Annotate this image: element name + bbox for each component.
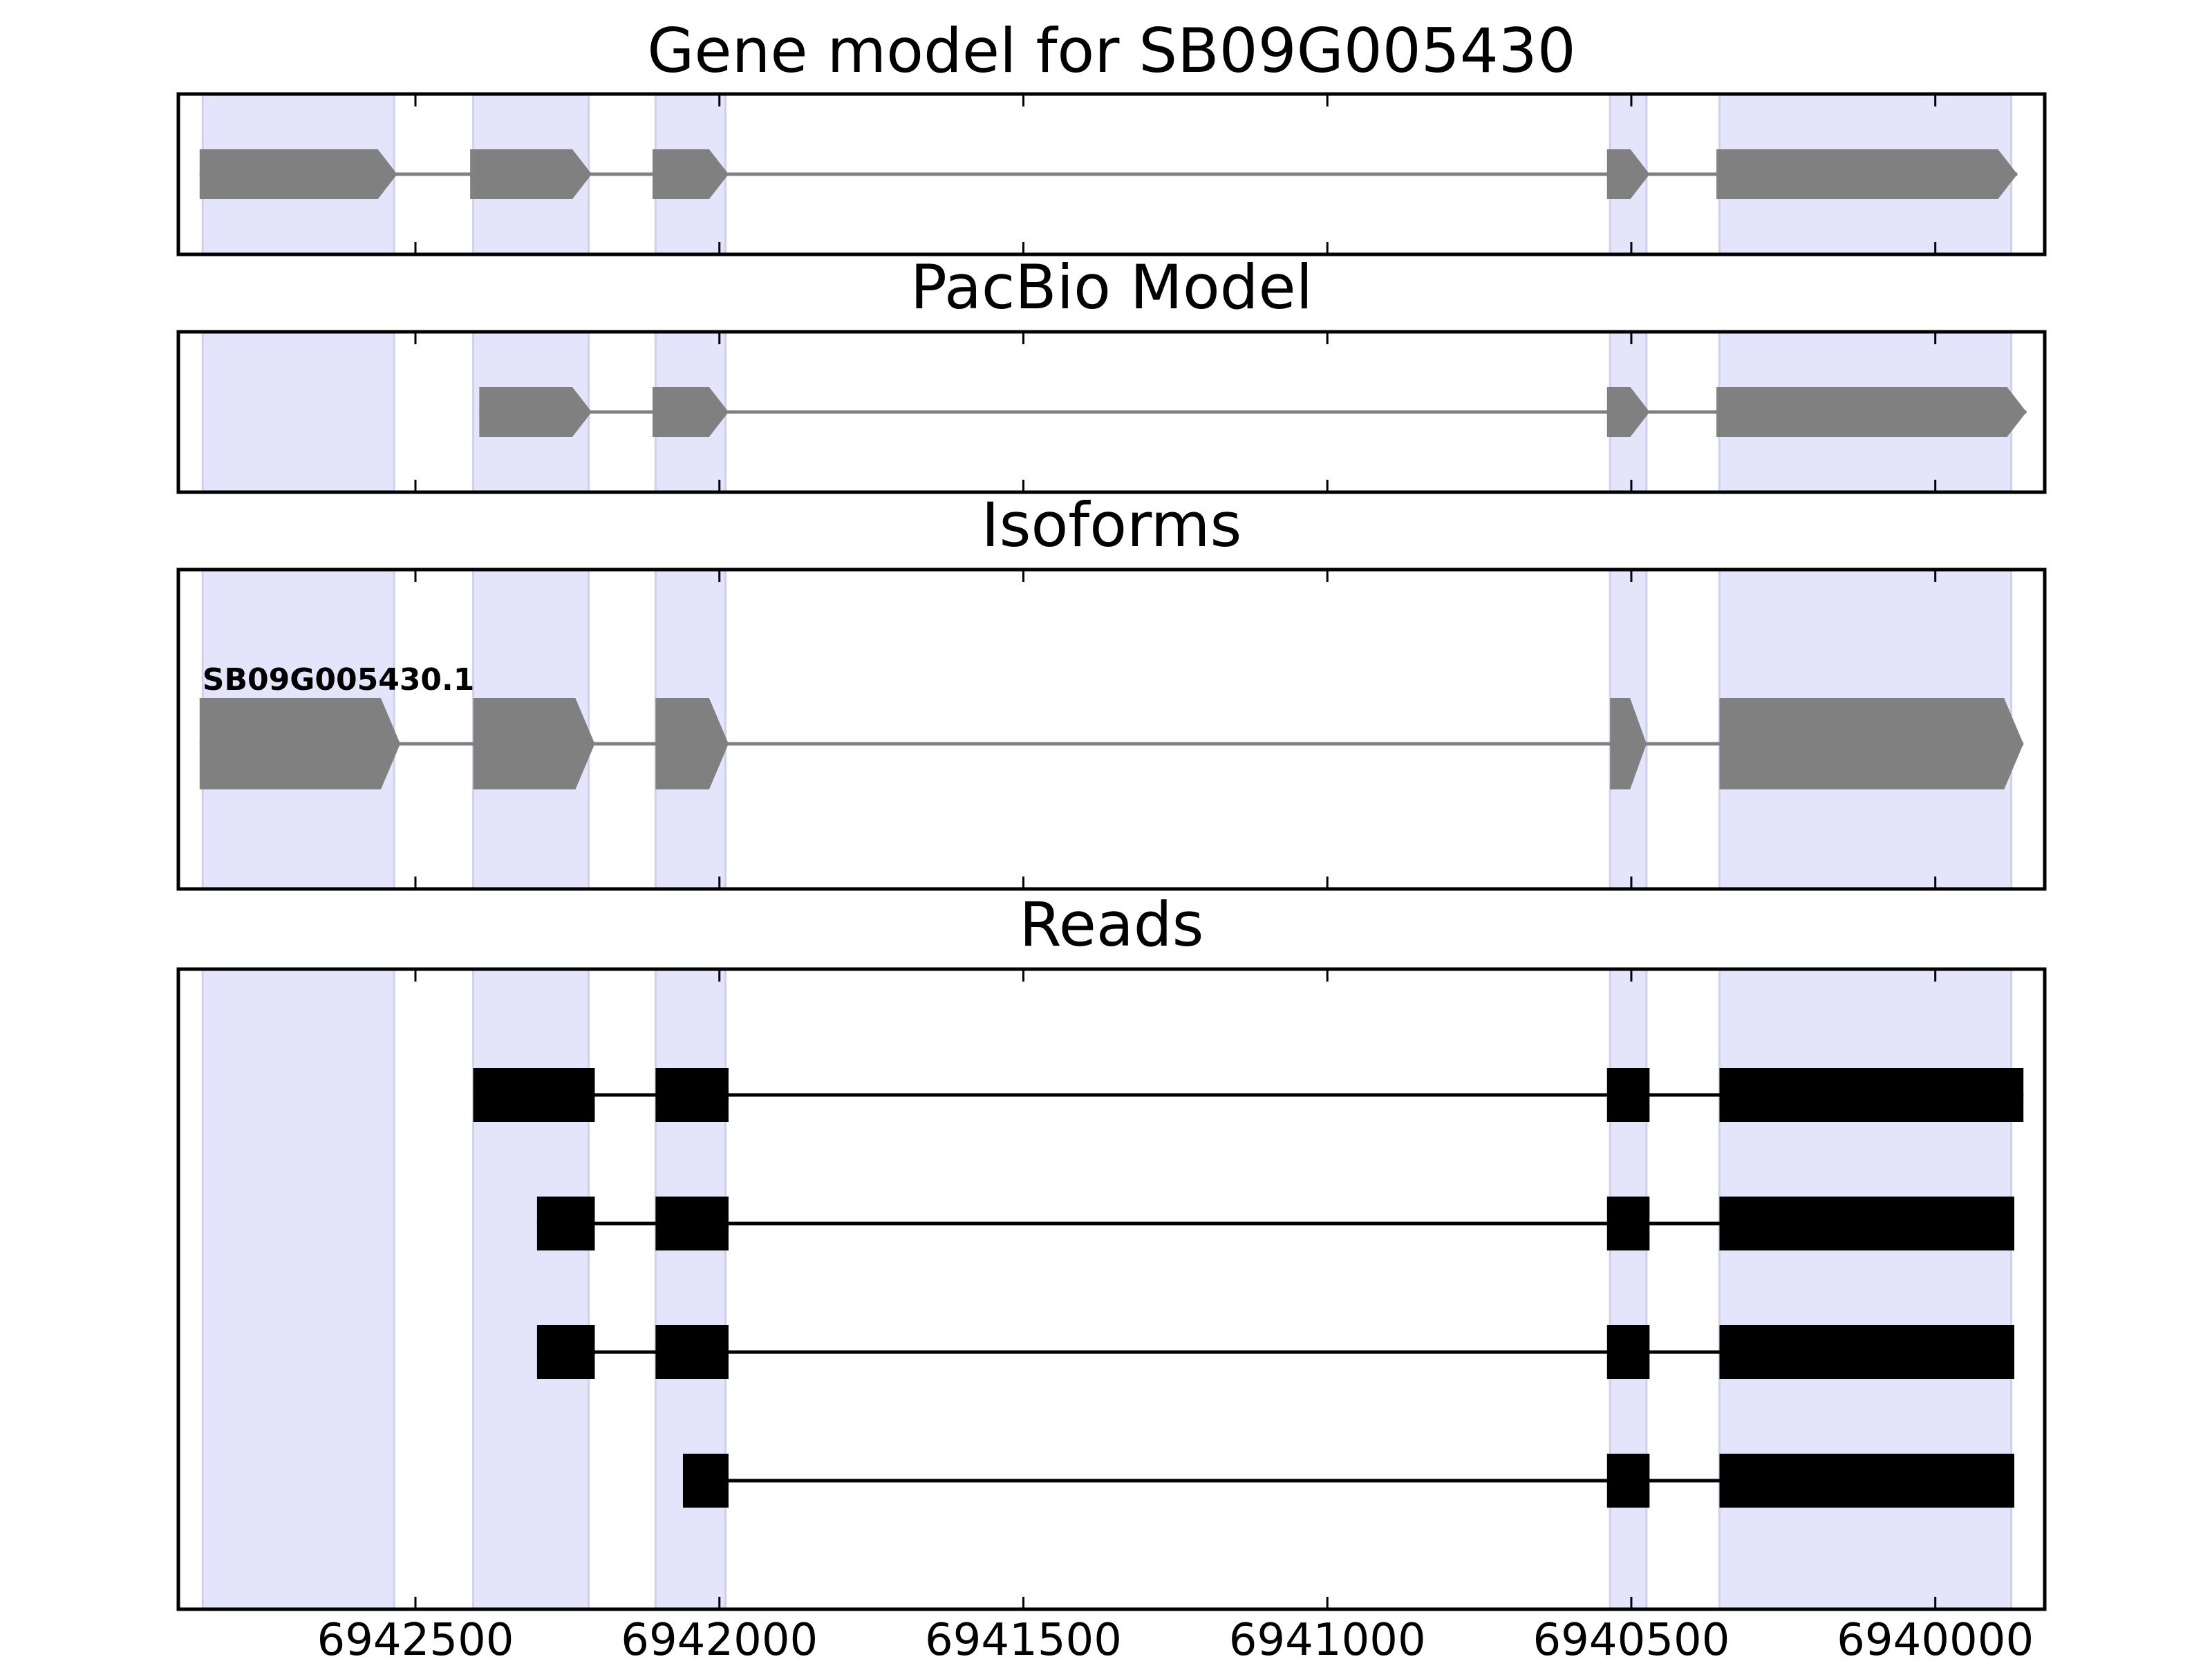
read-exon-block <box>1719 1068 2024 1122</box>
read-exon-block <box>682 1454 729 1508</box>
x-tick-label: 6940500 <box>1533 1615 1730 1659</box>
highlight-region <box>655 969 726 1609</box>
exon-arrow <box>473 698 595 789</box>
exon-arrow <box>652 149 729 199</box>
read-exon-block <box>1719 1454 2015 1508</box>
exon-arrow <box>652 387 729 437</box>
panel-2: Isoforms SB09G005430.1 <box>176 489 2047 891</box>
isoform-label: SB09G005430.1 <box>203 662 475 697</box>
read-exon-block <box>1606 1325 1650 1379</box>
exon-arrow <box>1719 698 2024 789</box>
exon-arrow <box>199 149 397 199</box>
exon-arrow <box>1606 387 1650 437</box>
panel-1: PacBio Model <box>176 252 2047 494</box>
highlight-region <box>473 969 589 1609</box>
x-tick-label: 6941500 <box>925 1615 1122 1659</box>
highlight-region <box>203 332 395 492</box>
panel-title: Gene model for SB09G005430 <box>647 15 1576 86</box>
read-exon-block <box>536 1197 595 1250</box>
exon-arrow <box>655 698 729 789</box>
read-exon-block <box>1606 1197 1650 1250</box>
read-exon-block <box>536 1325 595 1379</box>
panel-title: PacBio Model <box>910 252 1313 323</box>
read-exon-block <box>655 1197 729 1250</box>
read-exon-block <box>473 1068 595 1122</box>
panel-frame <box>176 330 2047 494</box>
exon-arrow <box>199 698 401 789</box>
read-exon-block <box>1606 1454 1650 1508</box>
panel-frame <box>176 967 2047 1611</box>
x-tick-label: 6940000 <box>1837 1615 2034 1659</box>
read-exon-block <box>655 1325 729 1379</box>
x-tick-label: 6942500 <box>317 1615 514 1659</box>
highlight-region <box>1719 969 2012 1609</box>
exon-arrow <box>479 387 592 437</box>
panel-title: Isoforms <box>982 489 1242 561</box>
read-exon-block <box>1719 1325 2015 1379</box>
highlight-region <box>203 969 395 1609</box>
exon-arrow <box>1610 698 1647 789</box>
panel-3: Reads <box>176 889 2047 1611</box>
x-tick-label: 6942000 <box>621 1615 818 1659</box>
exon-arrow <box>1716 149 2018 199</box>
read-exon-block <box>655 1068 729 1122</box>
panel-frame <box>176 92 2047 256</box>
highlight-region <box>1610 969 1647 1609</box>
exon-arrow <box>1606 149 1650 199</box>
exon-arrow <box>470 149 592 199</box>
panel-0: Gene model for SB09G005430 <box>176 15 2047 256</box>
read-exon-block <box>1719 1197 2015 1250</box>
panel-frame <box>176 568 2047 891</box>
read-exon-block <box>1606 1068 1650 1122</box>
x-tick-label: 6941000 <box>1229 1615 1426 1659</box>
panel-title: Reads <box>1020 889 1204 960</box>
exon-arrow <box>1716 387 2027 437</box>
